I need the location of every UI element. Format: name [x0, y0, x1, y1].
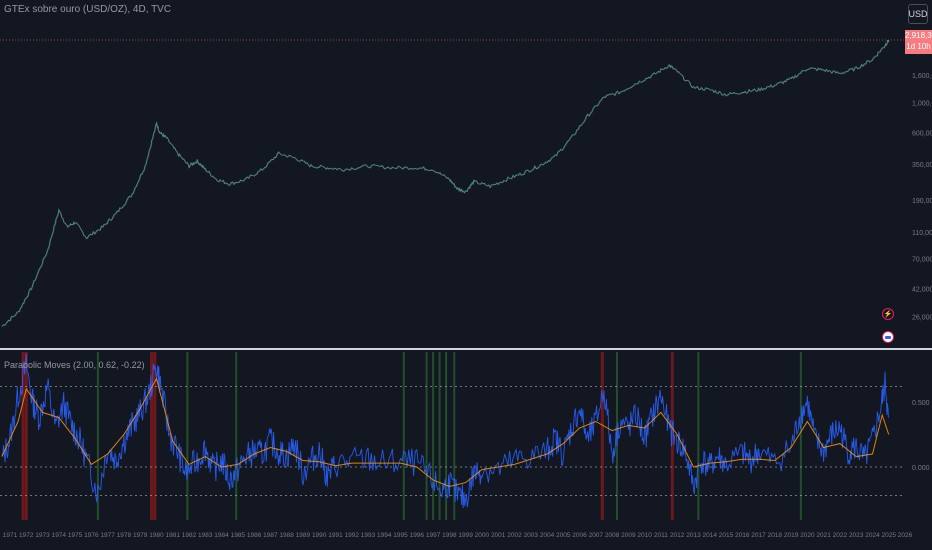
x-tick-label: 1990 [312, 532, 327, 539]
green-signal-bar [438, 352, 441, 520]
currency-button[interactable]: USD [908, 4, 928, 24]
green-signal-bar [799, 352, 802, 520]
red-signal-bar [24, 352, 28, 520]
smoothed-indicator-line [1, 377, 890, 488]
red-signal-bar [150, 352, 154, 520]
y-tick-label: 110,000 [912, 230, 932, 237]
event-marker-icon[interactable]: ⚡ [882, 308, 894, 320]
x-tick-label: 1995 [393, 532, 408, 539]
earnings-flag-icon[interactable] [882, 331, 894, 343]
x-tick-label: 2005 [556, 532, 571, 539]
price-series-candles [2, 40, 890, 327]
x-tick-label: 2021 [816, 532, 831, 539]
x-tick-label: 1979 [133, 532, 148, 539]
x-tick-label: 1989 [296, 532, 311, 539]
last-price-tag: 2,918,308 1d 10h [905, 30, 932, 54]
x-tick-label: 1994 [377, 532, 392, 539]
green-signal-bar [425, 352, 428, 520]
y-tick-label: 600,000 [912, 131, 932, 138]
y-tick-label: 350,000 [912, 162, 932, 169]
y-tick-label: 190,000 [912, 198, 932, 205]
x-tick-label: 2017 [751, 532, 766, 539]
x-tick-label: 1972 [19, 532, 34, 539]
x-tick-label: 1988 [279, 532, 294, 539]
x-tick-label: 2023 [849, 532, 864, 539]
x-tick-label: 2016 [735, 532, 750, 539]
x-tick-label: 1981 [165, 532, 180, 539]
green-signal-bar [186, 352, 189, 520]
x-tick-label: 1991 [328, 532, 343, 539]
red-signal-bar [21, 352, 25, 520]
green-signal-bar [402, 352, 405, 520]
x-tick-label: 2006 [572, 532, 587, 539]
last-price-countdown: 1d 10h [906, 42, 931, 51]
x-tick-label: 2012 [670, 532, 685, 539]
red-signal-bar [600, 352, 604, 520]
x-tick-label: 1975 [68, 532, 83, 539]
x-tick-label: 2002 [507, 532, 522, 539]
last-price-value: 2,918,308 [905, 31, 932, 40]
indicator-y-tick-label: 0.500 [912, 400, 930, 407]
pane-divider[interactable] [0, 348, 932, 350]
y-tick-label: 42,000 [912, 286, 932, 293]
red-signal-bar [153, 352, 157, 520]
green-signal-bar [96, 352, 99, 520]
x-tick-label: 1999 [458, 532, 473, 539]
green-signal-bar [235, 352, 238, 520]
x-tick-label: 1992 [344, 532, 359, 539]
y-tick-label: 70,000 [912, 256, 932, 263]
green-signal-bar [432, 352, 435, 520]
y-tick-label: 26,000 [912, 314, 932, 321]
x-tick-label: 2026 [898, 532, 913, 539]
x-tick-label: 1982 [182, 532, 197, 539]
x-tick-label: 2022 [833, 532, 848, 539]
x-tick-label: 2025 [881, 532, 896, 539]
x-tick-label: 2007 [589, 532, 604, 539]
x-tick-label: 2004 [540, 532, 555, 539]
x-tick-label: 2019 [784, 532, 799, 539]
green-signal-bar [453, 352, 456, 520]
x-tick-label: 1998 [442, 532, 457, 539]
x-tick-label: 2001 [491, 532, 506, 539]
x-tick-label: 1984 [214, 532, 229, 539]
green-signal-bar [445, 352, 448, 520]
x-tick-label: 1980 [149, 532, 164, 539]
x-tick-label: 2024 [865, 532, 880, 539]
x-tick-label: 1983 [198, 532, 213, 539]
x-tick-label: 1997 [426, 532, 441, 539]
x-tick-label: 1974 [52, 532, 67, 539]
x-tick-label: 2013 [686, 532, 701, 539]
x-tick-label: 1973 [35, 532, 50, 539]
x-tick-label: 1977 [100, 532, 115, 539]
y-tick-label: 1,600,000 [912, 73, 932, 80]
green-signal-bar [697, 352, 700, 520]
x-tick-label: 1976 [84, 532, 99, 539]
x-tick-label: 1987 [263, 532, 278, 539]
indicator-y-tick-label: 0.000 [912, 465, 930, 472]
x-tick-label: 2000 [475, 532, 490, 539]
x-tick-label: 2014 [702, 532, 717, 539]
x-tick-label: 1993 [361, 532, 376, 539]
x-tick-label: 2009 [621, 532, 636, 539]
chart-title: GTEx sobre ouro (USD/OZ), 4D, TVC [4, 4, 172, 15]
x-tick-label: 1971 [3, 532, 18, 539]
y-tick-label: 1,000,000 [912, 101, 932, 108]
x-tick-label: 2018 [768, 532, 783, 539]
x-tick-label: 1996 [410, 532, 425, 539]
x-tick-label: 2015 [719, 532, 734, 539]
x-tick-label: 2020 [800, 532, 815, 539]
x-tick-label: 1985 [231, 532, 246, 539]
x-tick-label: 2010 [637, 532, 652, 539]
price-series-line [1, 39, 890, 327]
indicator-title: Parabolic Moves (2.00, 0.62, -0.22) [4, 360, 145, 370]
x-tick-label: 1978 [117, 532, 132, 539]
x-tick-label: 2008 [605, 532, 620, 539]
x-tick-label: 2003 [523, 532, 538, 539]
x-tick-label: 2011 [654, 532, 668, 539]
x-tick-label: 1986 [247, 532, 262, 539]
